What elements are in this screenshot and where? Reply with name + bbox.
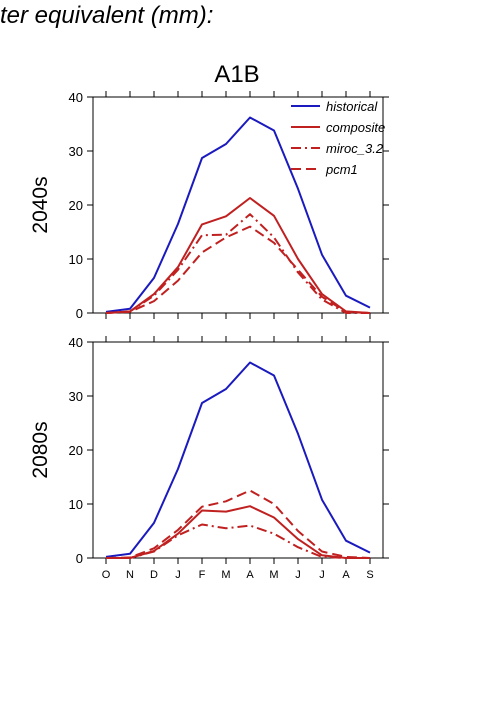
x-tick-label: F: [199, 569, 206, 581]
y-tick-label: 30: [69, 389, 83, 404]
chart-title: A1B: [214, 61, 259, 88]
series-line-miroc-3-2: [106, 523, 370, 559]
panels: 0 10 20 30 40 2040s historical composite miroc_3…: [29, 90, 389, 581]
y-tick-label: 0: [76, 551, 83, 566]
x-tick-label: A: [246, 569, 254, 581]
x-tick-label: N: [126, 569, 134, 581]
y-tick-label: 40: [69, 335, 83, 350]
series-line-pcm1: [105, 225, 371, 314]
y-tick-label: 40: [69, 90, 83, 105]
series-line-historical: [105, 361, 371, 558]
y-tick-label: 0: [76, 306, 83, 321]
panel-ylabel: 2080s: [29, 421, 52, 478]
legend-label: miroc_3.2: [326, 141, 384, 156]
header-title: ter equivalent (mm):: [0, 2, 214, 29]
x-tick-label: O: [102, 569, 111, 581]
x-tick-label: S: [366, 569, 373, 581]
x-tick-label: J: [175, 569, 181, 581]
panel-ylabel: 2040s: [29, 176, 52, 233]
x-tick-label: M: [221, 569, 230, 581]
y-tick-label: 10: [69, 252, 83, 267]
series-line-composite: [105, 197, 371, 314]
series-line-pcm1: [105, 489, 371, 559]
legend-label: historical: [326, 99, 378, 114]
legend-label: composite: [326, 120, 385, 135]
x-tick-label: M: [269, 569, 278, 581]
x-tick-label: J: [295, 569, 301, 581]
series-line-historical: [105, 116, 371, 313]
y-tick-label: 20: [69, 443, 83, 458]
series-line-miroc-3-2: [105, 213, 370, 314]
panel-2040s: 0 10 20 30 40 2040s historical composite miroc_3…: [29, 90, 389, 321]
x-tick-label: D: [150, 569, 158, 581]
y-tick-label: 10: [69, 497, 83, 512]
y-tick-label: 20: [69, 198, 83, 213]
legend: historical composite miroc_3.2 pcm1: [291, 99, 385, 177]
legend-label: pcm1: [325, 162, 358, 177]
x-tick-label: J: [319, 569, 325, 581]
panel-2080s: 0 10 20 30 40 O N D J F M A M J J A S 2080s: [29, 335, 389, 581]
x-tick-label: A: [342, 569, 350, 581]
y-tick-label: 30: [69, 144, 83, 159]
